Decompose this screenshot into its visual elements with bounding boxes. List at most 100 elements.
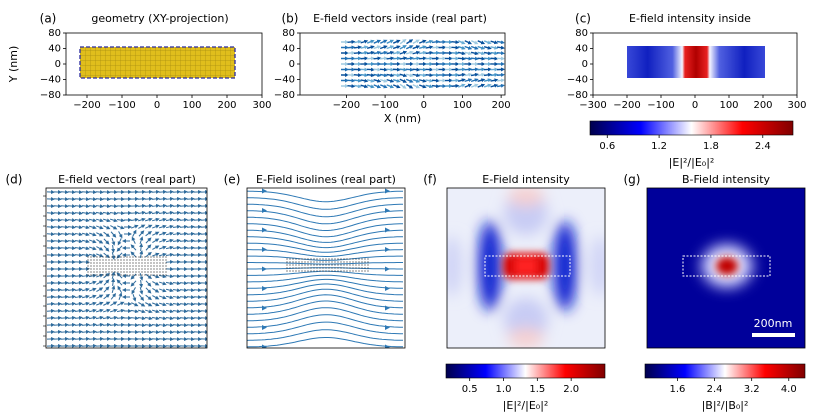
dipole-dot	[156, 256, 158, 258]
y-tick-label: −80	[274, 90, 295, 101]
dipole-dot	[307, 264, 309, 266]
dipole-dot	[352, 264, 354, 266]
dipole-dot	[102, 271, 104, 273]
vector-arrow	[158, 224, 167, 229]
vector-arrow	[81, 315, 90, 320]
dipole-dot	[90, 271, 92, 273]
vector-arrow	[102, 315, 111, 320]
dipole-dot	[126, 268, 128, 270]
vector-arrow	[399, 67, 408, 72]
dipole-dot	[153, 259, 155, 261]
vector-arrow	[172, 217, 181, 222]
vector-arrow	[496, 40, 505, 45]
dipole-dot	[159, 274, 161, 276]
vector-arrow	[158, 203, 167, 208]
vector-arrow	[139, 286, 144, 295]
vector-arrow	[179, 238, 188, 243]
dipole-dot	[123, 265, 125, 267]
vector-arrow	[109, 308, 118, 313]
dipole-dot	[96, 265, 98, 267]
dipole-dot	[319, 258, 321, 260]
vector-arrow	[67, 280, 76, 285]
stream-arrow	[262, 208, 267, 213]
dipole-dot	[99, 268, 101, 270]
vector-arrow	[145, 224, 153, 229]
dipole-dot	[301, 261, 303, 263]
dipole-dot	[105, 274, 107, 276]
vector-arrow	[464, 67, 473, 72]
blob	[515, 258, 537, 274]
vector-arrow	[165, 288, 174, 293]
dipole-dot	[129, 259, 131, 261]
x-tick-label: 0	[421, 100, 427, 111]
dipole-dot	[316, 258, 318, 260]
vector-arrow	[144, 330, 153, 335]
vector-arrow	[165, 210, 174, 215]
vector-arrow	[139, 250, 144, 259]
streamline	[247, 190, 403, 203]
dipole-dot	[141, 259, 143, 261]
vector-arrow	[74, 253, 83, 258]
vector-arrow	[186, 210, 195, 215]
vector-arrow	[464, 40, 473, 45]
vector-arrow	[366, 45, 375, 50]
dipole-dot	[316, 267, 318, 269]
dipole-dot	[298, 270, 300, 272]
vector-arrow	[366, 84, 375, 89]
vector-arrow	[165, 295, 174, 300]
vector-arrow	[102, 197, 111, 202]
dipole-dot	[298, 258, 300, 260]
vector-arrow	[172, 274, 181, 279]
dipole-dot	[159, 265, 161, 267]
vector-arrow	[116, 279, 123, 286]
dipole-dot	[304, 264, 306, 266]
vector-arrow	[470, 40, 479, 45]
vector-arrow	[418, 56, 427, 61]
vector-arrow	[425, 39, 434, 44]
vector-arrow	[172, 203, 181, 208]
vector-arrow	[399, 39, 407, 45]
dipole-dot	[346, 264, 348, 266]
vector-arrow	[366, 78, 375, 83]
vector-arrow	[399, 73, 408, 78]
vector-arrow	[483, 78, 492, 83]
dipole-dot	[156, 259, 158, 261]
streamline	[247, 216, 404, 231]
streamline	[247, 270, 403, 276]
vector-arrow	[179, 330, 188, 335]
dipole-dot	[105, 262, 107, 264]
vector-arrow	[53, 308, 62, 313]
quiver-field	[46, 189, 207, 348]
dipole-dot	[114, 265, 116, 267]
panel-label: (c)	[575, 12, 591, 26]
dipole-dot	[114, 256, 116, 258]
dipole-dot	[307, 261, 309, 263]
dipole-dot	[102, 265, 104, 267]
dipole-dot	[117, 274, 119, 276]
vector-arrow	[353, 73, 362, 78]
dipole-dot	[90, 274, 92, 276]
dipole-dot	[343, 270, 345, 272]
vector-arrow	[88, 280, 97, 285]
vector-arrow	[144, 316, 153, 321]
vector-arrow	[158, 337, 167, 342]
vector-arrow	[102, 211, 111, 216]
dipole-dot	[147, 262, 149, 264]
vector-arrow	[95, 211, 104, 216]
vector-arrow	[172, 252, 181, 257]
vector-arrow	[145, 302, 153, 307]
vector-arrow	[193, 217, 202, 222]
vector-arrow	[139, 236, 144, 245]
dipole-dot	[129, 265, 131, 267]
vector-arrow	[172, 302, 181, 307]
dipole-dot	[93, 268, 95, 270]
panel-title: E-Field intensity	[482, 173, 570, 186]
streamline	[247, 278, 403, 289]
vector-arrow	[405, 56, 414, 61]
dipole-dot	[117, 268, 119, 270]
x-tick-label: 200	[492, 100, 511, 111]
vector-arrow	[483, 51, 492, 56]
dipole-dot	[141, 262, 143, 264]
dipole-dot	[313, 261, 315, 263]
dipole-dot	[156, 265, 158, 267]
